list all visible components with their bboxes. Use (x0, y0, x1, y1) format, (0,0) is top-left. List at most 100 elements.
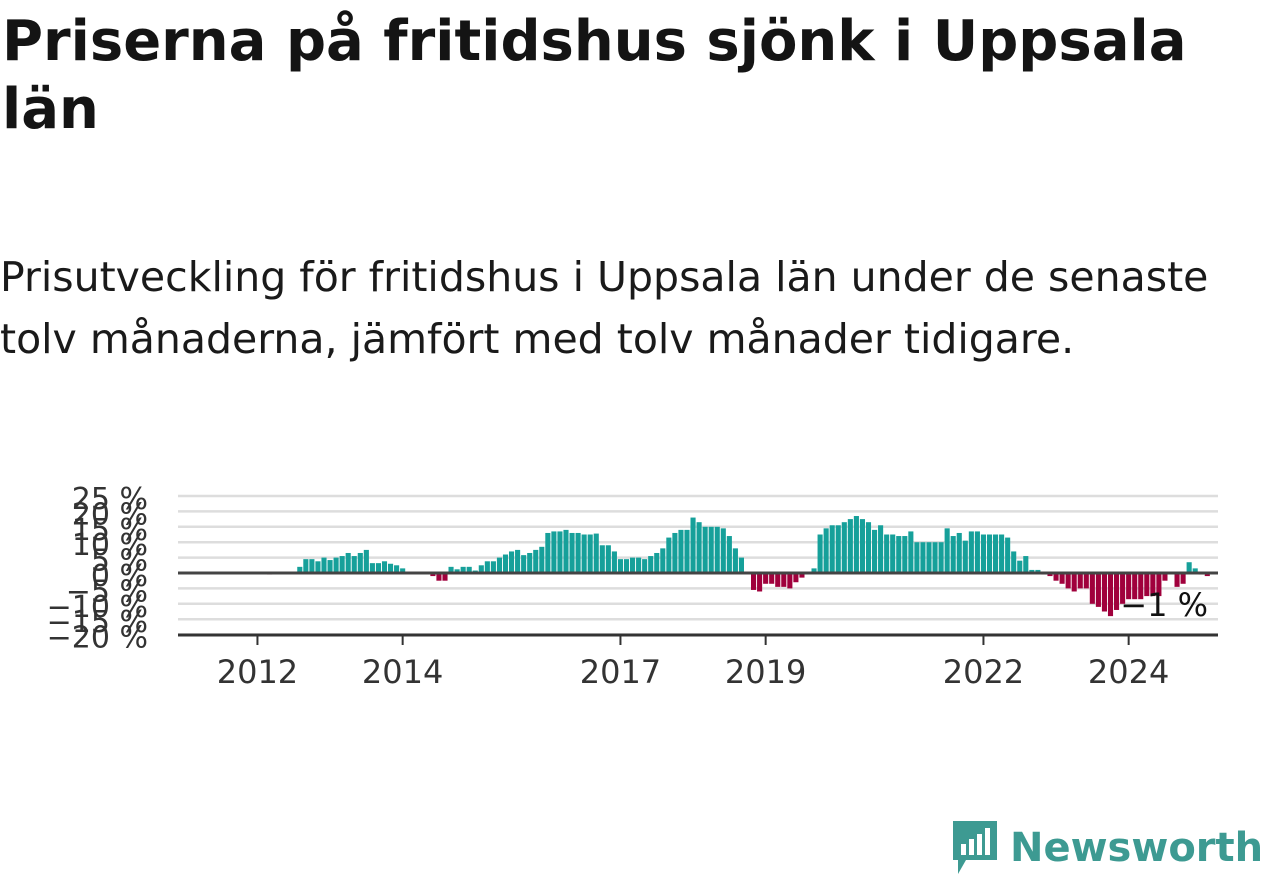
bar (642, 559, 648, 573)
bar (654, 552, 660, 573)
y-tick-label: −10 % (47, 590, 148, 625)
bar (944, 528, 950, 573)
bar (515, 549, 521, 573)
bar (859, 519, 865, 573)
y-tick-label: 25 % (72, 482, 148, 517)
bar (1065, 573, 1071, 589)
bar (581, 534, 587, 573)
bar (1180, 573, 1186, 584)
bar (890, 534, 896, 573)
y-tick-label: 15 % (72, 513, 148, 548)
bar (817, 534, 823, 573)
bar (1095, 573, 1101, 607)
bar (1053, 573, 1059, 581)
newsworthy-logo: Newsworthy (950, 818, 1262, 878)
bar (853, 516, 859, 573)
bar (1083, 573, 1089, 589)
bar (321, 557, 327, 573)
bar (1089, 573, 1095, 604)
bar (999, 534, 1005, 573)
y-tick-label: 0 % (91, 559, 148, 594)
bar-chart: 25 %20 %15 %10 %5 %0 %−5 %−10 %−15 %−20 … (47, 482, 1218, 691)
bar (811, 568, 817, 573)
y-tick-label: −20 % (47, 621, 148, 656)
bar (369, 563, 375, 573)
bar (902, 536, 908, 573)
bar (309, 559, 315, 573)
bar (1186, 562, 1192, 573)
bar (1107, 573, 1114, 617)
bar (1101, 573, 1107, 612)
bar (968, 531, 974, 573)
axis-layer (178, 571, 1218, 645)
bar (630, 557, 636, 573)
bar (775, 573, 781, 587)
bar (1132, 573, 1138, 600)
bar (490, 561, 496, 573)
bar (466, 566, 472, 573)
bar (545, 532, 551, 573)
bar (375, 563, 381, 573)
bar (793, 573, 799, 583)
bar (587, 534, 593, 573)
bar (496, 557, 502, 573)
bar (551, 531, 557, 573)
bar (1017, 560, 1023, 573)
bar (636, 557, 642, 573)
bar (666, 537, 672, 573)
bar (993, 534, 999, 573)
bar (920, 542, 926, 573)
x-tick-label: 2024 (1088, 653, 1169, 691)
bar (763, 573, 769, 584)
bar (1005, 537, 1011, 573)
bar (1192, 568, 1198, 573)
bar (1029, 569, 1035, 573)
bar (726, 536, 732, 573)
bar (502, 554, 509, 573)
bar (333, 557, 339, 573)
bar (569, 532, 575, 573)
bar (847, 519, 853, 573)
bar (738, 557, 744, 573)
bar (509, 551, 515, 573)
bar (1126, 573, 1132, 600)
bar (1077, 573, 1083, 589)
x-tick-label: 2014 (362, 653, 443, 691)
last-value-label: −1 % (1120, 586, 1208, 624)
labels-layer: 25 %20 %15 %10 %5 %0 %−5 %−10 %−15 %−20 … (47, 482, 1208, 691)
bar (980, 534, 986, 573)
bar (315, 561, 321, 573)
bar (599, 545, 605, 573)
bars-layer (267, 516, 1210, 617)
bar (575, 532, 581, 573)
bar (1071, 573, 1077, 592)
newsworthy-logo-text: Newsworthy (1010, 825, 1262, 871)
bar (932, 542, 938, 573)
bar (684, 529, 690, 573)
bar (345, 552, 351, 573)
bar (394, 565, 400, 573)
bar (896, 536, 902, 573)
bar (1138, 573, 1144, 600)
bar (327, 560, 333, 573)
bar (1120, 573, 1126, 604)
bar (787, 573, 793, 589)
bar (660, 548, 666, 573)
bar (448, 566, 454, 573)
x-tick-label: 2019 (725, 653, 806, 691)
bar (757, 573, 763, 592)
bar (672, 532, 678, 573)
bar (1059, 573, 1065, 584)
bar (557, 531, 563, 573)
y-tick-label: 5 % (91, 544, 148, 579)
bar (617, 559, 623, 573)
y-tick-label: −15 % (47, 605, 148, 640)
bar (303, 559, 309, 573)
bar (460, 566, 466, 573)
bar (1150, 573, 1156, 597)
y-tick-label: 20 % (72, 497, 148, 532)
bar (974, 531, 980, 573)
bar (1144, 573, 1150, 597)
bar (1023, 556, 1029, 573)
bar (708, 526, 714, 573)
